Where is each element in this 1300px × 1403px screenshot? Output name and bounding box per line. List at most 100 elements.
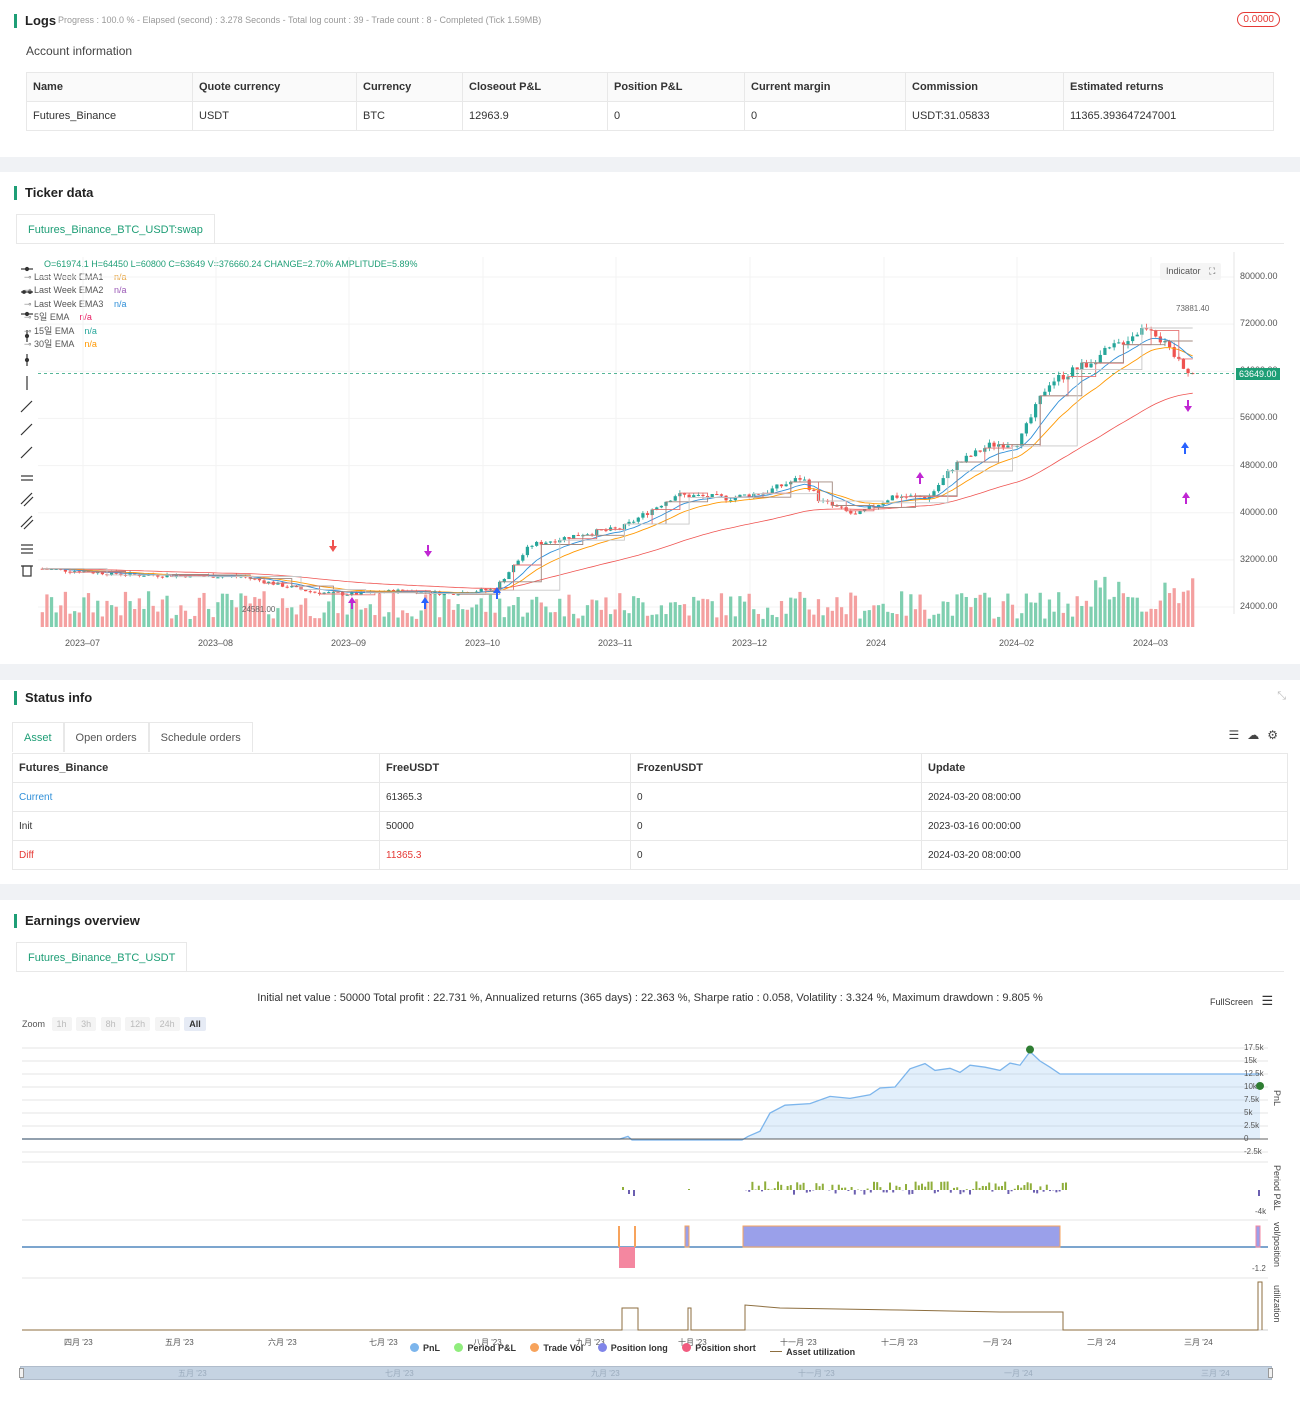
candle-body [590,534,594,536]
tab-open-orders[interactable]: Open orders [63,722,149,752]
legend-position-short[interactable]: Position short [682,1343,756,1353]
candle-body [692,495,696,498]
candle-body [54,568,58,570]
logs-section: Logs Progress : 100.0 % - Elapsed (secon… [0,0,1300,157]
volume-bar [525,612,530,627]
volume-bar [1033,602,1038,627]
legend-trade-vol[interactable]: Trade Vol [530,1343,583,1353]
indicator-button[interactable]: Indicator ⛶ [1160,263,1222,280]
menu-icon[interactable]: ☰ [1261,993,1274,1008]
candle-body [978,450,982,452]
candle-body [1131,336,1135,342]
toolbar-icons[interactable] [18,262,36,582]
last-price-tag: 63649.00 [1236,368,1280,380]
tab-earnings-symbol[interactable]: Futures_Binance_BTC_USDT [16,942,188,972]
legend-pnl[interactable]: PnL [410,1343,440,1353]
legend-row[interactable]: ⊸ 15일 EMA n/a [24,325,97,336]
zoom-12h-button[interactable]: 12h [125,1017,151,1031]
candle-body [655,507,659,510]
volume-bar [405,612,409,627]
period-pnl-bar [997,1186,1000,1190]
candle-body [987,442,992,449]
candle-body [1047,385,1052,392]
zoom-all-button[interactable]: All [184,1017,206,1031]
trade-vol-bar [618,1226,620,1247]
candle-body [290,586,294,588]
collapse-icon[interactable]: ⤡ [1277,690,1286,702]
navigator-handle-right[interactable] [1268,1368,1273,1378]
logs-progress: Progress : 100.0 % - Elapsed (second) : … [58,15,542,25]
candle-body [798,478,802,480]
volume-bar [1103,576,1107,627]
legend-position-long[interactable]: Position long [597,1343,668,1353]
zoom-24h-button[interactable]: 24h [154,1017,180,1031]
cloud-download-icon[interactable]: ☁ [1247,728,1268,742]
candle-body [548,541,553,543]
date-tick: 2024–03 [1133,638,1169,648]
legend-row[interactable]: ⊸ 30일 EMA n/a [24,339,97,350]
volume-bar [183,610,188,627]
volume-bar [581,615,585,627]
price-tick: 56000.00 [1240,412,1278,423]
volume-bar [955,594,959,627]
list-icon[interactable]: ☰ [1228,728,1248,742]
candle-body [294,586,299,588]
navigator-month: 九月 '23 [591,1369,620,1378]
gear-icon[interactable]: ⚙ [1267,728,1286,742]
table-row: Diff 11365.3 0 2024-03-20 08:00:00 [12,840,1288,870]
volume-bar [1038,592,1042,627]
expand-icon[interactable]: ⛶ [1209,266,1216,276]
pnl-area [22,1051,1260,1140]
candle-body [770,488,774,494]
legend-row[interactable]: ⊸ Last Week EMA2 n/a [24,285,127,296]
legend-label: Period P&L [467,1342,516,1353]
candle-body [553,541,557,543]
earnings-chart[interactable] [0,1030,1300,1380]
volume-bar [239,593,243,627]
legend-period-pnl[interactable]: Period P&L [454,1343,516,1353]
volume-bar [82,597,86,627]
navigator[interactable]: 五月 '23 七月 '23 九月 '23 十一月 '23 一月 '24 三月 '24 [19,1366,1273,1380]
period-pnl-bar [879,1187,882,1190]
volume-bar [742,601,747,627]
volume-bar [1015,618,1019,627]
candle-body [91,572,95,574]
zoom-1h-button[interactable]: 1h [51,1017,72,1031]
status-tabs: Asset Open orders Schedule orders [12,722,253,752]
period-pnl-bar [767,1188,770,1190]
candle-body [627,521,631,525]
legend-row[interactable]: ⊸ Last Week EMA3 n/a [24,298,127,309]
candle-body [322,592,326,595]
candle-body [775,484,779,489]
month-tick: 一月 '24 [983,1338,1012,1347]
legend-row[interactable]: ⊸ 5일 EMA n/a [24,312,92,323]
volume-bar [336,613,340,627]
candle-body [599,529,603,531]
volume-bar [1107,599,1112,627]
asset-table: Futures_Binance FreeUSDT FrozenUSDT Upda… [12,753,1288,870]
candle-body [738,494,742,498]
candle-body [1057,374,1061,382]
candle-body [641,513,645,518]
candle-body [507,572,511,580]
col-closeout-pnl: Closeout P&L [462,72,608,102]
period-pnl-bar [834,1190,837,1194]
period-pnl-bar [1013,1188,1016,1190]
cell: 61365.3 [379,782,631,812]
logs-badge[interactable]: 0.0000 [1237,12,1280,27]
tab-ticker-symbol[interactable]: Futures_Binance_BTC_USDT:swap [16,214,215,244]
legend-asset-utilization[interactable]: Asset utilization [770,1347,855,1357]
period-pnl-bar [802,1182,805,1190]
month-tick: 五月 '23 [165,1338,194,1347]
fullscreen-button[interactable]: FullScreen ☰ [1210,993,1273,1009]
volume-bar [844,614,848,627]
navigator-handle-left[interactable] [19,1368,24,1378]
period-pnl-bar [994,1183,997,1190]
candlestick-chart[interactable] [0,252,1300,652]
zoom-8h-button[interactable]: 8h [100,1017,121,1031]
period-pnl-bar [953,1187,955,1190]
tab-schedule-orders[interactable]: Schedule orders [148,722,253,752]
zoom-3h-button[interactable]: 3h [76,1017,97,1031]
volume-bar [562,616,566,627]
tab-asset[interactable]: Asset [12,722,64,752]
